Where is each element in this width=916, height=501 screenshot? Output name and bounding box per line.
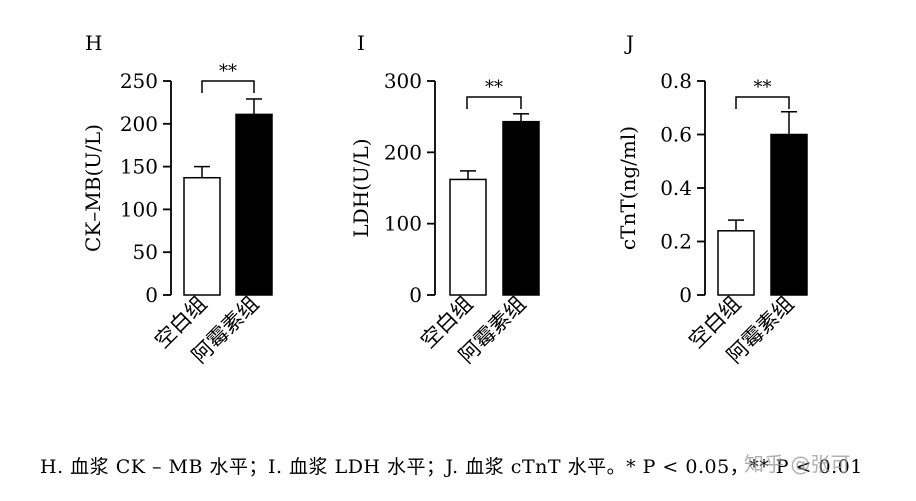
bar-2	[235, 113, 273, 296]
y-tick-label: 0	[409, 283, 422, 307]
figure-caption: H. 血浆 CK – MB 水平；I. 血浆 LDH 水平；J. 血浆 cTnT…	[40, 456, 863, 478]
y-tick-label: 100	[120, 197, 158, 221]
y-tick-label: 50	[133, 240, 158, 264]
y-tick-label: 200	[384, 140, 422, 164]
y-tick-label: 0.6	[660, 123, 692, 147]
significance-bracket	[735, 96, 790, 109]
bar-1	[183, 176, 221, 296]
significance-bracket	[201, 80, 255, 93]
y-tick-label: 0.2	[660, 230, 692, 254]
significance-marker: **	[754, 77, 772, 98]
y-tick-label: 0.4	[660, 176, 692, 200]
panel-label: J	[624, 31, 634, 55]
bar-2	[502, 120, 540, 296]
panel-label: I	[357, 31, 365, 55]
y-axis-label: cTnT(ng/ml)	[616, 126, 640, 250]
y-tick-label: 200	[120, 112, 158, 136]
y-tick-label: 0	[145, 283, 158, 307]
bar-2	[770, 133, 808, 296]
y-axis-label: CK–MB(U/L)	[81, 124, 105, 252]
y-tick-label: 0	[679, 283, 692, 307]
bar-1	[717, 230, 755, 296]
y-tick-label: 0.8	[660, 69, 692, 93]
watermark-text: 知乎 @张可	[744, 452, 851, 476]
significance-bracket	[466, 96, 522, 109]
significance-marker: **	[219, 61, 237, 82]
panel-label: H	[85, 31, 102, 55]
significance-marker: **	[485, 77, 503, 98]
y-axis-label: LDH(U/L)	[349, 138, 373, 237]
bar-1	[449, 178, 487, 296]
y-tick-label: 250	[120, 69, 158, 93]
y-tick-label: 100	[384, 212, 422, 236]
y-tick-label: 300	[384, 69, 422, 93]
y-tick-label: 150	[120, 155, 158, 179]
